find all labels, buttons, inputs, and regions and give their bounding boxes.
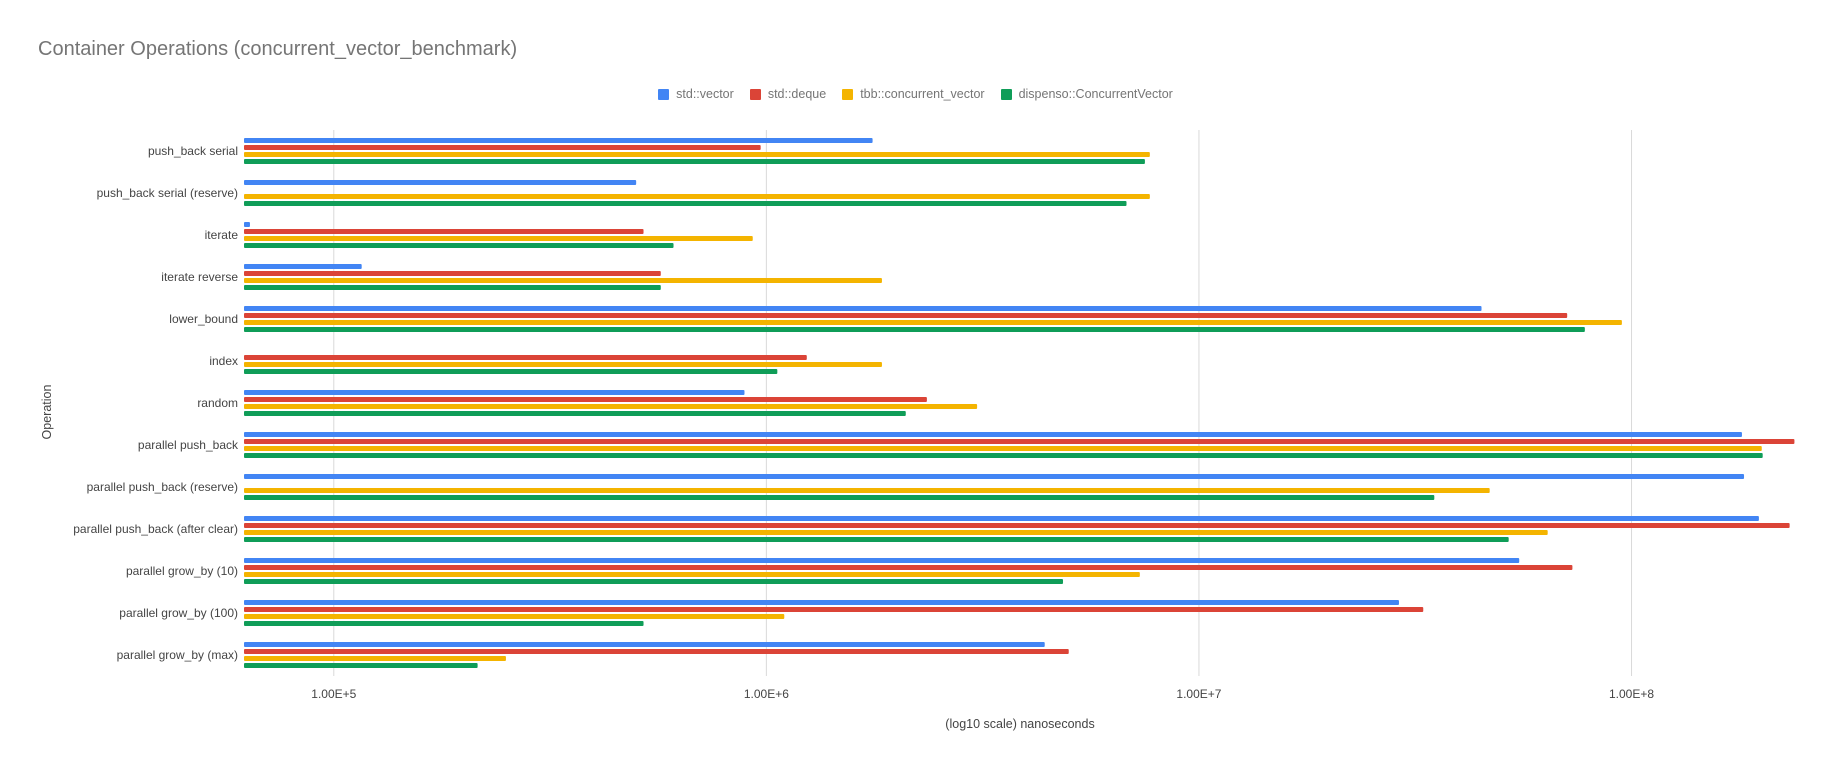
category-label: lower_bound xyxy=(169,312,238,326)
bar-std-vector xyxy=(244,516,1759,521)
category-label: parallel push_back (reserve) xyxy=(87,480,238,494)
bar-dispenso-concurrentvector xyxy=(244,495,1435,500)
bar-dispenso-concurrentvector xyxy=(244,579,1064,584)
bar-std-vector xyxy=(244,432,1742,437)
bar-dispenso-concurrentvector xyxy=(244,201,1127,206)
bar-std-vector xyxy=(244,138,873,143)
bar-tbb-concurrent-vector xyxy=(244,572,1140,577)
bar-std-deque xyxy=(244,271,661,276)
legend: std::vector std::deque tbb::concurrent_vec… xyxy=(0,87,1831,101)
bar-tbb-concurrent-vector xyxy=(244,362,882,367)
chart-title: Container Operations (concurrent_vector_… xyxy=(38,38,518,60)
bar-tbb-concurrent-vector xyxy=(244,194,1150,199)
bar-std-vector xyxy=(244,306,1482,311)
bar-dispenso-concurrentvector xyxy=(244,663,478,668)
bar-std-deque xyxy=(244,355,807,360)
bar-std-vector xyxy=(244,474,1745,479)
bar-dispenso-concurrentvector xyxy=(244,159,1145,164)
category-label: index xyxy=(209,354,238,368)
bar-tbb-concurrent-vector xyxy=(244,320,1622,325)
category-label: iterate reverse xyxy=(161,270,238,284)
legend-item[interactable]: std::deque xyxy=(749,87,827,101)
bar-dispenso-concurrentvector xyxy=(244,243,674,248)
x-tick-label: 1.00E+5 xyxy=(311,687,356,701)
bar-tbb-concurrent-vector xyxy=(244,488,1490,493)
legend-item[interactable]: std::vector xyxy=(658,87,734,101)
bar-tbb-concurrent-vector xyxy=(244,404,978,409)
y-axis-title: Operation xyxy=(40,384,54,440)
legend-item[interactable]: dispenso::ConcurrentVector xyxy=(1000,87,1173,101)
bar-std-deque xyxy=(244,397,927,402)
bar-tbb-concurrent-vector xyxy=(244,152,1150,157)
x-axis-title: (log10 scale) nanoseconds xyxy=(945,717,1095,731)
bar-tbb-concurrent-vector xyxy=(244,530,1548,535)
bar-std-deque xyxy=(244,229,644,234)
legend-label: std::vector xyxy=(676,87,734,101)
bar-std-deque xyxy=(244,313,1568,318)
legend-item[interactable]: tbb::concurrent_vector xyxy=(842,87,985,101)
bar-std-deque xyxy=(244,607,1424,612)
legend-label: tbb::concurrent_vector xyxy=(860,87,985,101)
category-label: parallel grow_by (100) xyxy=(119,606,238,620)
bar-tbb-concurrent-vector xyxy=(244,236,753,241)
bar-std-deque xyxy=(244,523,1790,528)
x-tick-label: 1.00E+8 xyxy=(1609,687,1654,701)
bar-dispenso-concurrentvector xyxy=(244,411,906,416)
category-label: random xyxy=(197,396,238,410)
bar-dispenso-concurrentvector xyxy=(244,537,1509,542)
bar-tbb-concurrent-vector xyxy=(244,656,506,661)
bar-std-vector xyxy=(244,264,362,269)
bar-std-vector xyxy=(244,222,250,227)
category-label: push_back serial xyxy=(148,144,238,158)
category-label: iterate xyxy=(205,228,239,242)
bar-std-deque xyxy=(244,145,761,150)
bar-std-deque xyxy=(244,565,1573,570)
bar-dispenso-concurrentvector xyxy=(244,285,661,290)
bar-std-vector xyxy=(244,180,637,185)
bar-std-vector xyxy=(244,642,1045,647)
bar-std-vector xyxy=(244,390,745,395)
category-label: parallel grow_by (10) xyxy=(126,564,238,578)
category-label: parallel grow_by (max) xyxy=(117,648,238,662)
bar-std-deque xyxy=(244,439,1795,444)
x-tick-label: 1.00E+7 xyxy=(1176,687,1221,701)
category-label: push_back serial (reserve) xyxy=(97,186,238,200)
legend-swatch xyxy=(658,88,670,100)
legend-swatch xyxy=(749,88,761,100)
bar-tbb-concurrent-vector xyxy=(244,614,785,619)
bar-std-vector xyxy=(244,558,1520,563)
bar-std-deque xyxy=(244,649,1069,654)
bar-dispenso-concurrentvector xyxy=(244,621,644,626)
category-label: parallel push_back xyxy=(138,438,239,452)
bar-dispenso-concurrentvector xyxy=(244,369,778,374)
bar-dispenso-concurrentvector xyxy=(244,453,1763,458)
legend-swatch xyxy=(842,88,854,100)
legend-label: std::deque xyxy=(767,87,827,101)
legend-swatch xyxy=(1000,88,1012,100)
bar-tbb-concurrent-vector xyxy=(244,278,882,283)
legend-label: dispenso::ConcurrentVector xyxy=(1018,87,1173,101)
bar-std-vector xyxy=(244,600,1399,605)
category-label: parallel push_back (after clear) xyxy=(73,522,238,536)
x-tick-label: 1.00E+6 xyxy=(744,687,789,701)
bar-dispenso-concurrentvector xyxy=(244,327,1585,332)
bar-tbb-concurrent-vector xyxy=(244,446,1762,451)
